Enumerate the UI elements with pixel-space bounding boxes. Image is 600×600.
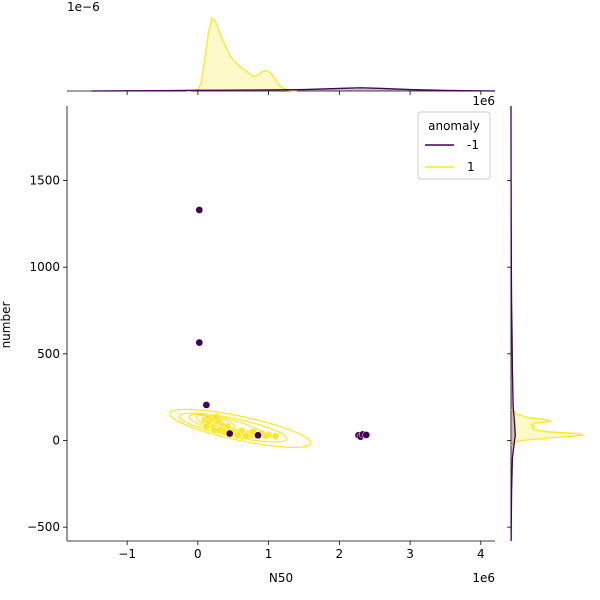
right-kde-line-anomaly — [510, 105, 516, 542]
x-axis-label: N50 — [269, 571, 293, 585]
scatter-point-anomaly — [202, 401, 211, 409]
scatter-point-normal — [242, 432, 250, 440]
right-marginal-offset-label: 1e6 — [472, 94, 495, 108]
top-kde-line-normal — [187, 16, 297, 92]
top-kde-line-anomaly — [91, 87, 496, 92]
scatter-point-anomaly — [362, 431, 371, 439]
scatter-point-normal — [233, 431, 242, 440]
scatter-point-normal — [202, 422, 211, 431]
right-marginal-kde — [507, 105, 586, 542]
scatter-point-normal — [261, 431, 270, 440]
scatter-point-anomaly — [195, 338, 204, 347]
legend-label-neg1: -1 — [467, 138, 479, 152]
y-tick-label: 1000 — [29, 260, 60, 274]
y-tick-label: 1500 — [29, 174, 60, 188]
kde-contour-outer — [169, 408, 312, 448]
x-tick-label: 0 — [194, 547, 202, 561]
x-tick-label: −1 — [118, 547, 136, 561]
x-tick-label: 1 — [265, 547, 273, 561]
x-tick-label: 4 — [477, 547, 485, 561]
x-tick-label: 3 — [406, 547, 414, 561]
top-marginal-offset-label: 1e−6 — [67, 0, 100, 14]
main-plot-area: −1 0 1 2 3 4 −500 0 500 1000 1500 — [27, 106, 495, 561]
top-kde-fill-anomaly — [91, 87, 496, 91]
x-tick-label: 2 — [336, 547, 344, 561]
y-tick-label: −500 — [27, 520, 60, 534]
scatter-point-normal — [271, 432, 280, 440]
right-kde-fill-anomaly — [511, 106, 516, 541]
scatter-point-anomaly — [225, 429, 234, 438]
y-tick-label: 0 — [52, 433, 60, 447]
legend-title: anomaly — [428, 119, 480, 133]
top-kde-fill-normal — [187, 18, 297, 91]
y-axis-label: number — [0, 302, 13, 349]
scatter-point-normal — [223, 422, 232, 431]
top-marginal-kde — [67, 16, 496, 95]
scatter-point-anomaly — [254, 431, 262, 440]
main-axes: −1 0 1 2 3 4 −500 0 500 1000 1500 — [27, 106, 495, 561]
y-tick-label: 500 — [37, 347, 60, 361]
scatter-point-normal — [210, 426, 218, 434]
scatter-point-anomaly — [195, 206, 204, 214]
legend-label-1: 1 — [467, 160, 475, 174]
right-kde-line-normal — [510, 408, 586, 447]
scatter-points — [195, 206, 371, 441]
scatter-point-normal — [212, 413, 221, 421]
x-offset-label: 1e6 — [472, 571, 495, 585]
legend: anomaly -1 1 — [417, 111, 491, 180]
